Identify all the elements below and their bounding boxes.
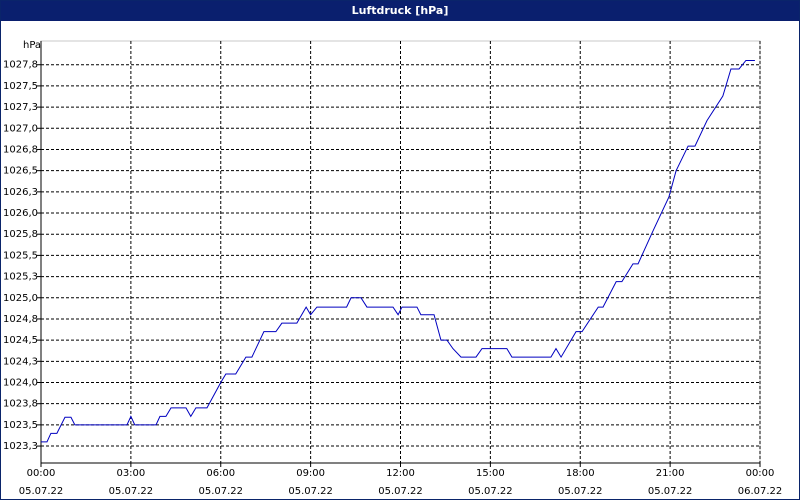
x-tick-label: 21:00 05.07.22 [647,468,693,497]
y-tick-label: 1026,3 [3,187,38,198]
y-tick-label: 1025,8 [3,229,38,240]
y-tick-label: 1025,3 [3,272,38,283]
y-tick-label: 1023,8 [3,399,38,410]
y-tick-label: 1024,5 [3,335,38,346]
chart-title: Luftdruck [hPa] [1,1,799,21]
y-tick-label: 1026,5 [3,166,38,177]
y-tick-label: 1024,0 [3,377,38,388]
x-tick-label: 06:00 05.07.22 [198,468,244,497]
x-tick-label: 18:00 05.07.22 [557,468,603,497]
x-tick-label: 00:00 06.07.22 [737,468,783,497]
y-tick-label: 1025,5 [3,250,38,261]
data-line [41,59,755,443]
y-tick-label: 1027,3 [3,102,38,113]
x-tick-label: 12:00 05.07.22 [378,468,423,497]
y-tick-label: 1026,8 [3,144,38,155]
y-tick-label: 1024,8 [3,314,38,325]
y-tick-label: 1025,0 [3,293,38,304]
x-tick-label: 03:00 05.07.22 [108,468,154,497]
x-tick-label: 09:00 05.07.22 [288,468,333,497]
x-tick-label: 15:00 05.07.22 [468,468,513,497]
y-tick-label: 1026,0 [3,208,38,219]
y-tick-label: 1027,5 [3,81,38,92]
x-tick-label: 00:00 05.07.22 [18,468,64,497]
y-tick-label: 1024,3 [3,356,38,367]
y-axis-label: hPa [23,40,41,51]
y-tick-label: 1023,5 [3,420,38,431]
y-tick-label: 1027,8 [3,60,38,71]
y-tick-label: 1023,3 [3,441,38,452]
y-tick-label: 1027,0 [3,123,38,134]
